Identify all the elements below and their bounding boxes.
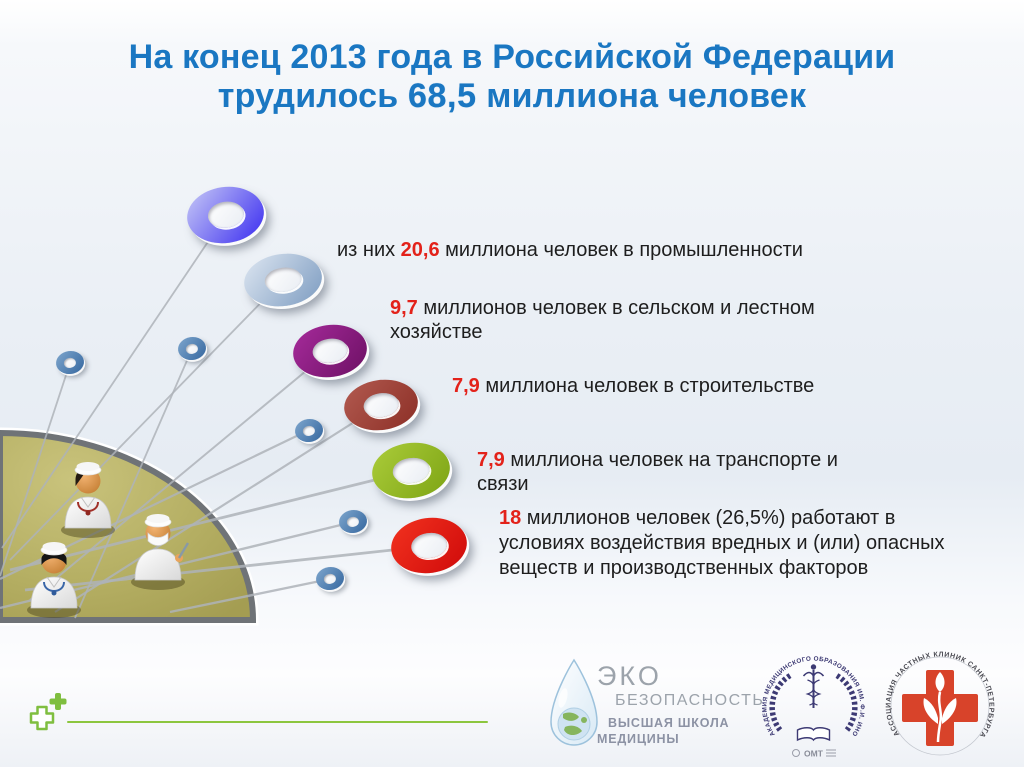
connector-line-agriculture	[29, 350, 331, 601]
water-drop-icon	[550, 658, 598, 746]
title-highlight-value: 68,5	[408, 77, 477, 116]
doctor-icon-2	[131, 514, 190, 590]
stat-value: 9,7	[390, 297, 418, 319]
globe-landmass	[563, 712, 579, 721]
stat-value: 18	[499, 507, 522, 529]
eco-subtitle: БЕЗОПАСНОСТЬ	[615, 692, 765, 709]
stat-text: миллионов человек в сельском и лестном х…	[390, 297, 815, 343]
globe-landmass	[581, 717, 587, 723]
tulip-icon	[923, 672, 957, 743]
stat-text: миллиона человек в промышленности	[439, 239, 803, 261]
open-book-icon	[796, 727, 831, 742]
eco-safety-logo: ЭКО БЕЗОПАСНОСТЬ ВЫСШАЯ ШКОЛА МЕДИЦИНЫ	[597, 663, 764, 745]
stat-text: миллиона человек в строительстве	[479, 375, 815, 397]
clinics-logo: АССОЦИАЦИЯ ЧАСТНЫХ КЛИНИК САНКТ-ПЕТЕРБУР…	[885, 651, 994, 756]
plus-outline-icon	[29, 705, 55, 731]
stat-value: 7,9	[477, 449, 505, 471]
doctor-icon-1	[61, 462, 115, 538]
stat-pre: из них	[337, 239, 401, 261]
title-line-2-post: миллиона человек	[476, 77, 807, 116]
connector-line-total	[1, 214, 227, 549]
caduceus-icon	[802, 664, 825, 708]
title-line-2: трудилось 68,5 миллиона человек	[0, 77, 1024, 116]
red-cross-icon	[902, 670, 978, 746]
academy-mark-text: ОМТ	[804, 749, 824, 759]
stat-value: 7,9	[452, 375, 480, 397]
connector-line-ring-2	[74, 348, 193, 619]
stat-value: 20,6	[400, 239, 440, 261]
globe-landmass	[564, 725, 582, 736]
clinics-circle-outline	[890, 656, 990, 756]
drop-highlight	[558, 688, 568, 708]
surgeon-cap-top	[146, 514, 170, 523]
stat-text: миллионов человек (26,5%) работают в усл…	[499, 507, 945, 579]
omt-lines-icon	[826, 749, 836, 757]
plus-solid-icon	[49, 693, 67, 710]
slide-title: На конец 2013 года в Российской Федераци…	[0, 38, 1024, 117]
connector-line-ring-1	[0, 362, 71, 577]
connector-line-ring-5	[169, 577, 331, 614]
doctor-coat	[134, 548, 182, 581]
doctors-group	[27, 462, 190, 618]
doctor-collar	[80, 496, 96, 508]
laurel-wreath-icon	[769, 672, 858, 732]
connector-line-transport	[9, 469, 412, 572]
globe-icon	[557, 707, 591, 741]
title-line-2-pre: трудилось	[217, 77, 409, 116]
doctor-cap-top	[76, 462, 100, 471]
omt-badge-icon	[792, 749, 800, 757]
eco-school-line-1: ВЫСШАЯ ШКОЛА	[608, 716, 730, 730]
stat-agriculture: 9,7 миллионов человек в сельском и лестн…	[390, 296, 902, 344]
connector-line-hazardous	[24, 544, 430, 592]
stat-transport: 7,9 миллиона человек на транспорте и свя…	[477, 448, 891, 496]
scalpel-icon	[177, 542, 190, 559]
surgical-mask-icon	[147, 532, 169, 546]
stat-text: миллиона человек на транспорте и связи	[477, 449, 838, 495]
connector-line-construction	[54, 404, 382, 613]
stethoscope-chestpiece	[85, 510, 91, 516]
doctor-collar	[46, 576, 62, 588]
doctor-icon-3	[27, 542, 81, 618]
eco-school-line-2: МЕДИЦИНЫ	[597, 731, 680, 746]
eco-title: ЭКО	[597, 661, 662, 691]
stat-industry: из них 20,6 миллиона человек в промышлен…	[337, 238, 917, 262]
title-line-1: На конец 2013 года в Российской Федераци…	[128, 38, 896, 76]
stat-construction: 7,9 миллиона человек в строительстве	[452, 374, 882, 398]
academy-logo: АКАДЕМИЯ МЕДИЦИНСКОГО ОБРАЗОВАНИЯ ИМ. Ф.…	[756, 650, 865, 759]
footer-divider-line	[67, 721, 488, 723]
green-plus-icon	[29, 693, 67, 731]
stat-hazardous: 18 миллионов человек (26,5%) работают в …	[499, 506, 971, 581]
doctor-cap-top	[42, 542, 66, 551]
stethoscope-chestpiece	[51, 590, 57, 596]
connector-line-industry	[9, 279, 284, 561]
